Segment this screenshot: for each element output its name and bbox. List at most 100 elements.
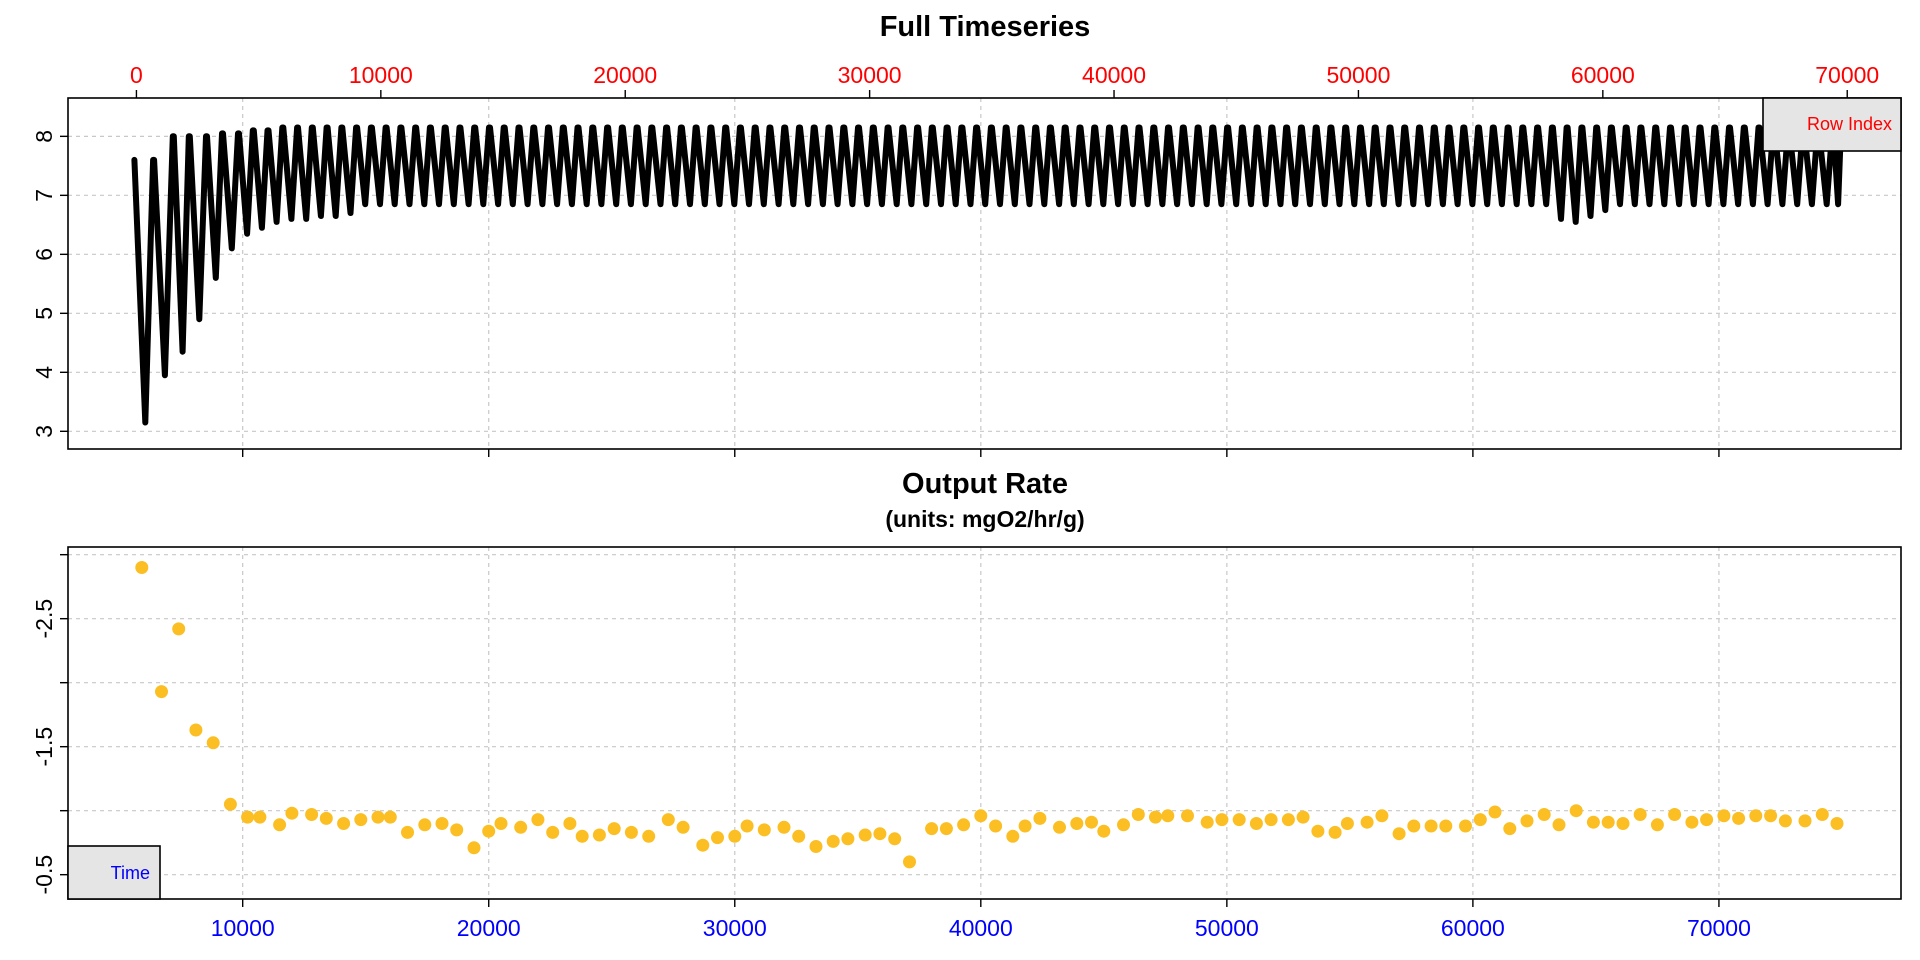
rate-point (285, 806, 299, 820)
time-legend-label: Time (111, 863, 150, 883)
rate-point (1778, 814, 1792, 828)
output-rate-title: Output Rate (902, 468, 1068, 500)
x-tick-label: 20000 (457, 915, 521, 941)
rate-point (1375, 809, 1389, 823)
rate-point (1798, 814, 1812, 828)
rate-point (273, 818, 287, 832)
timeseries-title: Full Timeseries (880, 11, 1091, 43)
rate-point (1520, 814, 1534, 828)
timeseries-y-axis: 3 4 5 6 7 8 (31, 130, 68, 438)
rate-point (1830, 817, 1844, 830)
rate-point (435, 817, 449, 830)
rate-point (661, 813, 675, 827)
output-rate-x-axis: 10000 20000 30000 40000 50000 60000 70000 (211, 899, 1751, 941)
x-tick-label: 70000 (1687, 915, 1751, 941)
rate-point (740, 819, 754, 833)
x2-tick-label: 40000 (1082, 62, 1146, 88)
rate-point (1459, 819, 1472, 833)
rate-point (1439, 819, 1453, 833)
rate-point (1392, 827, 1406, 841)
rate-point (563, 817, 577, 830)
rate-point (1018, 819, 1032, 833)
y-tick-label: 7 (31, 189, 57, 202)
y-tick-label: 5 (31, 307, 57, 320)
output-rate-points (135, 561, 1844, 869)
rate-point (383, 810, 397, 824)
rate-point (1340, 817, 1354, 830)
rate-point (1700, 813, 1714, 827)
timeseries-bottom-axis (241, 449, 1720, 457)
rate-point (206, 736, 220, 750)
timeseries-panel: Full Timeseries 0 10000 20000 30000 40000 500… (31, 11, 1902, 457)
rate-point (1407, 819, 1421, 833)
output-rate-plot-frame (67, 546, 1902, 900)
rate-point (546, 825, 560, 839)
rate-point (858, 828, 872, 842)
rate-point (826, 834, 840, 848)
y-tick-label: -1.5 (31, 727, 57, 767)
rate-point (939, 822, 953, 836)
rate-point (354, 813, 368, 827)
x-tick-label: 60000 (1441, 915, 1505, 941)
x2-tick-label: 70000 (1815, 62, 1879, 88)
x-tick-label: 10000 (211, 915, 275, 941)
rate-point (757, 823, 771, 837)
rate-point (241, 810, 255, 824)
rate-point (1586, 815, 1600, 829)
rate-point (1717, 809, 1731, 823)
rate-point (592, 828, 606, 842)
rate-point (1360, 815, 1374, 829)
y-tick-label: 3 (31, 425, 57, 438)
rate-point (1633, 808, 1647, 821)
rate-point (696, 838, 710, 852)
rate-point (809, 840, 823, 853)
rate-point (1668, 808, 1682, 821)
rate-point (1473, 813, 1487, 827)
rate-point (253, 810, 267, 824)
rate-point (189, 723, 203, 737)
rate-point (888, 832, 902, 846)
rate-point (305, 808, 319, 821)
rate-point (1650, 818, 1664, 832)
rate-point (1815, 808, 1829, 821)
rate-point (1249, 817, 1263, 830)
rate-point (1488, 805, 1502, 819)
rate-point (531, 813, 545, 827)
x-tick-label: 50000 (1195, 915, 1259, 941)
rate-point (1232, 813, 1246, 827)
rate-point (957, 818, 971, 832)
rate-point (1749, 809, 1763, 823)
rate-point (482, 824, 496, 838)
x2-tick-label: 30000 (838, 62, 902, 88)
rate-point (1033, 811, 1047, 825)
rate-point (1569, 804, 1583, 818)
rate-point (1616, 817, 1630, 830)
rate-point (575, 829, 589, 843)
rate-point (1117, 818, 1130, 832)
rate-point (1161, 809, 1175, 823)
x2-tick-label: 0 (130, 62, 143, 88)
rate-point (223, 797, 237, 811)
rate-point (1601, 815, 1615, 829)
rate-point (1264, 813, 1278, 827)
row-index-legend-label: Row Index (1807, 114, 1892, 134)
row-index-legend-box (1762, 97, 1902, 152)
rate-point (1503, 822, 1517, 836)
timeseries-plot-frame (67, 97, 1902, 450)
rate-point (337, 817, 351, 830)
rate-point (1281, 813, 1295, 827)
rate-point (873, 827, 887, 841)
row-index-legend: Row Index (1762, 97, 1902, 152)
rate-point (1006, 829, 1020, 843)
x-tick-label: 30000 (703, 915, 767, 941)
rate-point (401, 825, 414, 839)
x-tick-label: 40000 (949, 915, 1013, 941)
rate-point (1070, 817, 1084, 830)
rate-point (1085, 815, 1098, 829)
rate-point (1732, 811, 1746, 825)
time-legend: Time (67, 845, 161, 900)
rate-point (371, 810, 385, 824)
y-tick-label: -2.5 (31, 599, 57, 639)
y-tick-label: 6 (31, 248, 57, 261)
rate-point (319, 811, 333, 825)
